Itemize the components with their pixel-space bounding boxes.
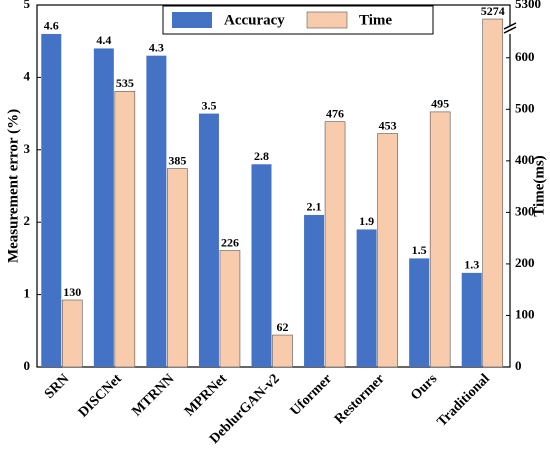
value-label: 4.3	[149, 40, 164, 54]
bar	[409, 258, 430, 367]
value-label: 2.1	[307, 200, 322, 214]
value-label: 62	[277, 320, 289, 334]
y2-tick-label: 0	[515, 358, 522, 373]
x-tick-label: Traditional	[435, 371, 493, 429]
bar	[114, 90, 136, 368]
bar	[272, 334, 293, 368]
value-label: 476	[326, 106, 344, 120]
bar	[377, 133, 398, 368]
value-label: 130	[63, 285, 81, 299]
value-label: 4.4	[96, 33, 111, 47]
bar	[429, 111, 451, 368]
bar	[93, 48, 114, 367]
value-label: 3.5	[201, 98, 216, 112]
x-tick-label: MTRNN	[129, 371, 177, 419]
y2-tick-label: 200	[515, 255, 535, 270]
bar	[304, 214, 325, 367]
y-tick-label: 5	[24, 0, 31, 11]
bar	[198, 113, 219, 367]
y-tick-label: 4	[24, 68, 31, 83]
value-label: 385	[168, 153, 186, 167]
bar	[41, 33, 62, 368]
x-tick-label: SRN	[42, 371, 72, 401]
legend-swatch	[172, 12, 212, 28]
bar	[461, 272, 482, 367]
value-label: 495	[431, 97, 449, 111]
y2-tick-label: 600	[515, 49, 535, 64]
x-tick-label: MPRNet	[182, 371, 230, 419]
legend-label: Accuracy	[224, 12, 285, 28]
x-tick-label: Ours	[408, 371, 440, 403]
value-label: 453	[379, 118, 397, 132]
x-tick-label: DISCNet	[76, 371, 125, 420]
y-tick-label: 0	[24, 358, 31, 373]
y-tick-label: 2	[24, 213, 31, 228]
legend-swatch	[306, 11, 348, 29]
y-tick-label: 1	[24, 286, 31, 301]
bar	[219, 250, 241, 368]
bar	[251, 164, 272, 367]
y2-tick-label: 500	[515, 100, 535, 115]
value-label: 1.9	[359, 214, 374, 228]
value-label: 5274	[481, 4, 505, 18]
bar	[146, 55, 167, 368]
value-label: 226	[221, 235, 239, 249]
value-label: 535	[116, 76, 134, 90]
x-tick-label: Uformer	[288, 371, 335, 418]
value-label: 2.8	[254, 149, 269, 163]
legend-label: Time	[359, 12, 392, 28]
bar	[167, 168, 188, 368]
bar	[356, 229, 377, 367]
bar	[482, 18, 504, 368]
bar	[61, 299, 83, 368]
value-label: 1.5	[412, 243, 427, 257]
bar	[324, 121, 346, 368]
axis-break	[503, 26, 517, 34]
y2-axis-label: Time(ms)	[531, 155, 547, 216]
y-axis-label: Measurement error (%)	[5, 109, 21, 263]
value-label: 1.3	[464, 258, 479, 272]
y-tick-label: 3	[24, 141, 31, 156]
value-label: 4.6	[44, 19, 59, 33]
y2-tick-label: 5300	[515, 0, 541, 11]
x-tick-label: Restormer	[332, 371, 388, 427]
y2-tick-label: 400	[515, 152, 535, 167]
axis-break	[503, 22, 517, 30]
y2-tick-label: 300	[515, 203, 535, 218]
y2-tick-label: 100	[515, 306, 535, 321]
